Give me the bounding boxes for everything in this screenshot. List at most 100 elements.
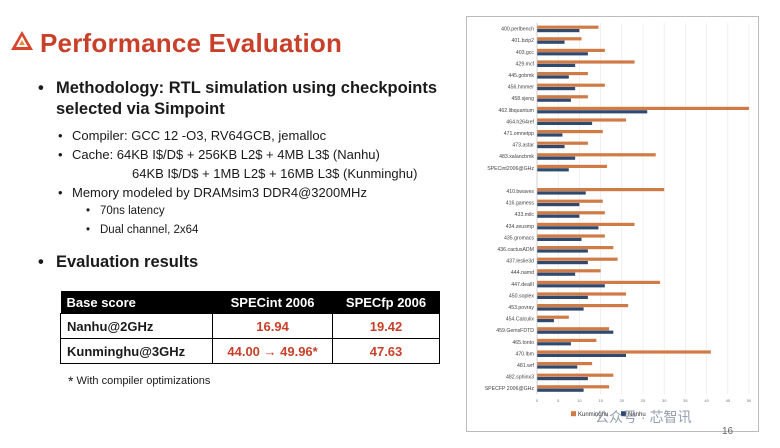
kunminghu-bar [537,106,749,110]
nanhu-bar [537,249,588,253]
kunminghu-bar [537,211,605,215]
nanhu-bar [537,377,588,381]
x-tick-label: 45 [726,398,731,403]
nanhu-bar [537,40,565,44]
memory-bullet: Memory modeled by DRAMsim3 DDR4@3200MHz [38,183,458,202]
nanhu-bar [537,330,614,334]
nanhu-bar [537,121,593,125]
kunminghu-bar [537,25,599,29]
category-label: 401.bzip2 [512,38,535,44]
nanhu-bar [537,98,571,102]
kunminghu-bar [537,269,601,273]
category-label: 464.h264ref [506,119,534,125]
nanhu-bar [537,87,576,91]
kunminghu-bar [537,130,603,134]
kunminghu-bar [537,199,603,203]
category-label: 400.perlbench [501,27,534,33]
watermark: 公众号 · 芯智讯 [595,409,692,425]
category-label: 403.gcc [516,50,535,56]
nanhu-bar [537,342,571,346]
nanhu-bar [537,75,569,79]
kunminghu-bar [537,338,597,342]
footnote-text: With compiler optimizations [76,375,211,387]
header-specfp: SPECfp 2006 [332,291,440,314]
nanhu-bar [537,365,578,369]
table-row: Kunminghu@3GHz 44.00 → 49.96* 47.63 [59,338,440,364]
category-label: 434.zeusmp [506,224,534,230]
category-label: 450.soplex [509,293,534,299]
page-number: 16 [722,426,734,437]
specint-value: 44.00 → 49.96* [212,338,334,364]
latency-bullet: 70ns latency [38,202,458,221]
nanhu-bar [537,353,627,357]
nanhu-bar [537,63,576,67]
nanhu-bar [537,133,563,137]
category-label: 433.milc [515,212,535,218]
nanhu-bar [537,156,576,160]
kunminghu-bar [537,327,610,331]
nanhu-bar [537,272,576,276]
nanhu-bar [537,168,569,172]
nanhu-bar [537,388,584,392]
nanhu-bar [537,307,584,311]
nanhu-bar [537,226,599,230]
nanhu-bar [537,191,586,195]
benchmark-chart: 0 5 10 15 20 25 30 35 40 45 50 400.perlbench 401.bzi… [466,16,759,432]
specfp-value: 19.42 [332,313,440,339]
kunminghu-bar [537,350,711,354]
cache-bullet-kunminghu: 64KB I$/D$ + 1MB L2$ + 16MB L3$ (Kunming… [132,166,418,181]
nanhu-bar [537,110,648,114]
nanhu-bar [537,29,580,33]
category-label: 462.libquantum [499,108,534,114]
kunminghu-bar [537,141,588,145]
category-label: 458.sjeng [512,96,535,102]
category-label: 483.xalancbmk [499,154,534,160]
category-label: 435.gromacs [504,235,534,241]
category-label: 471.omnetpp [504,131,534,137]
x-tick-label: 50 [747,398,752,403]
nanhu-bar [537,203,580,207]
methodology-bullet: Methodology: RTL simulation using checkp… [38,78,458,120]
category-label: 444.namd [511,270,534,276]
header-specint: SPECint 2006 [212,291,333,314]
cache-bullet-nanhu: Cache: 64KB I$/D$ + 256KB L2$ + 4MB L3$ … [38,145,458,164]
page-title: Performance Evaluation [40,28,343,58]
x-tick-label: 30 [662,398,667,403]
methodology-section: Methodology: RTL simulation using checkp… [38,78,458,279]
nanhu-legend-swatch [621,411,626,417]
row-name: Kunminghu@3GHz [59,338,214,364]
category-label: 429.mcf [516,61,535,67]
logo-icon [11,31,33,50]
category-label: 459.GemsFDTD [496,328,534,334]
x-tick-label: 20 [620,398,625,403]
row-name: Nanhu@2GHz [59,313,214,339]
kunminghu-bar [537,292,627,296]
category-label: 473.astar [512,143,534,149]
category-label: 410.bwaves [506,189,534,195]
x-tick-label: 10 [577,398,582,403]
category-label: 456.hmmer [508,85,535,91]
category-label: 416.gamess [506,201,535,207]
nanhu-bar [537,52,588,56]
category-label: 447.dealII [511,282,534,288]
benchmark-chart-svg: 0 5 10 15 20 25 30 35 40 45 50 400.perlbench 401.bzi… [485,23,752,418]
kunminghu-bar [537,257,618,261]
kunminghu-bar [537,118,627,122]
kunminghu-bar [537,48,605,52]
kunminghu-bar [537,280,660,284]
kunminghu-bar [537,373,614,377]
nanhu-bar [537,295,588,299]
kunminghu-bar [537,234,605,238]
kunminghu-bar [537,72,588,76]
compiler-bullet: Compiler: GCC 12 -O3, RV64GCB, jemalloc [38,126,458,145]
footnote: * With compiler optimizations [68,373,210,389]
footnote-star: * [68,373,74,389]
kunminghu-legend-swatch [571,411,576,417]
kunminghu-bar [537,153,656,157]
eval-heading: Evaluation results [38,252,458,273]
nanhu-bar [537,284,605,288]
channel-bullet: Dual channel, 2x64 [38,221,458,240]
category-label: SPECint2006@GHz [487,166,534,172]
category-label: 437.leslie3d [506,259,534,265]
kunminghu-bar [537,60,635,64]
